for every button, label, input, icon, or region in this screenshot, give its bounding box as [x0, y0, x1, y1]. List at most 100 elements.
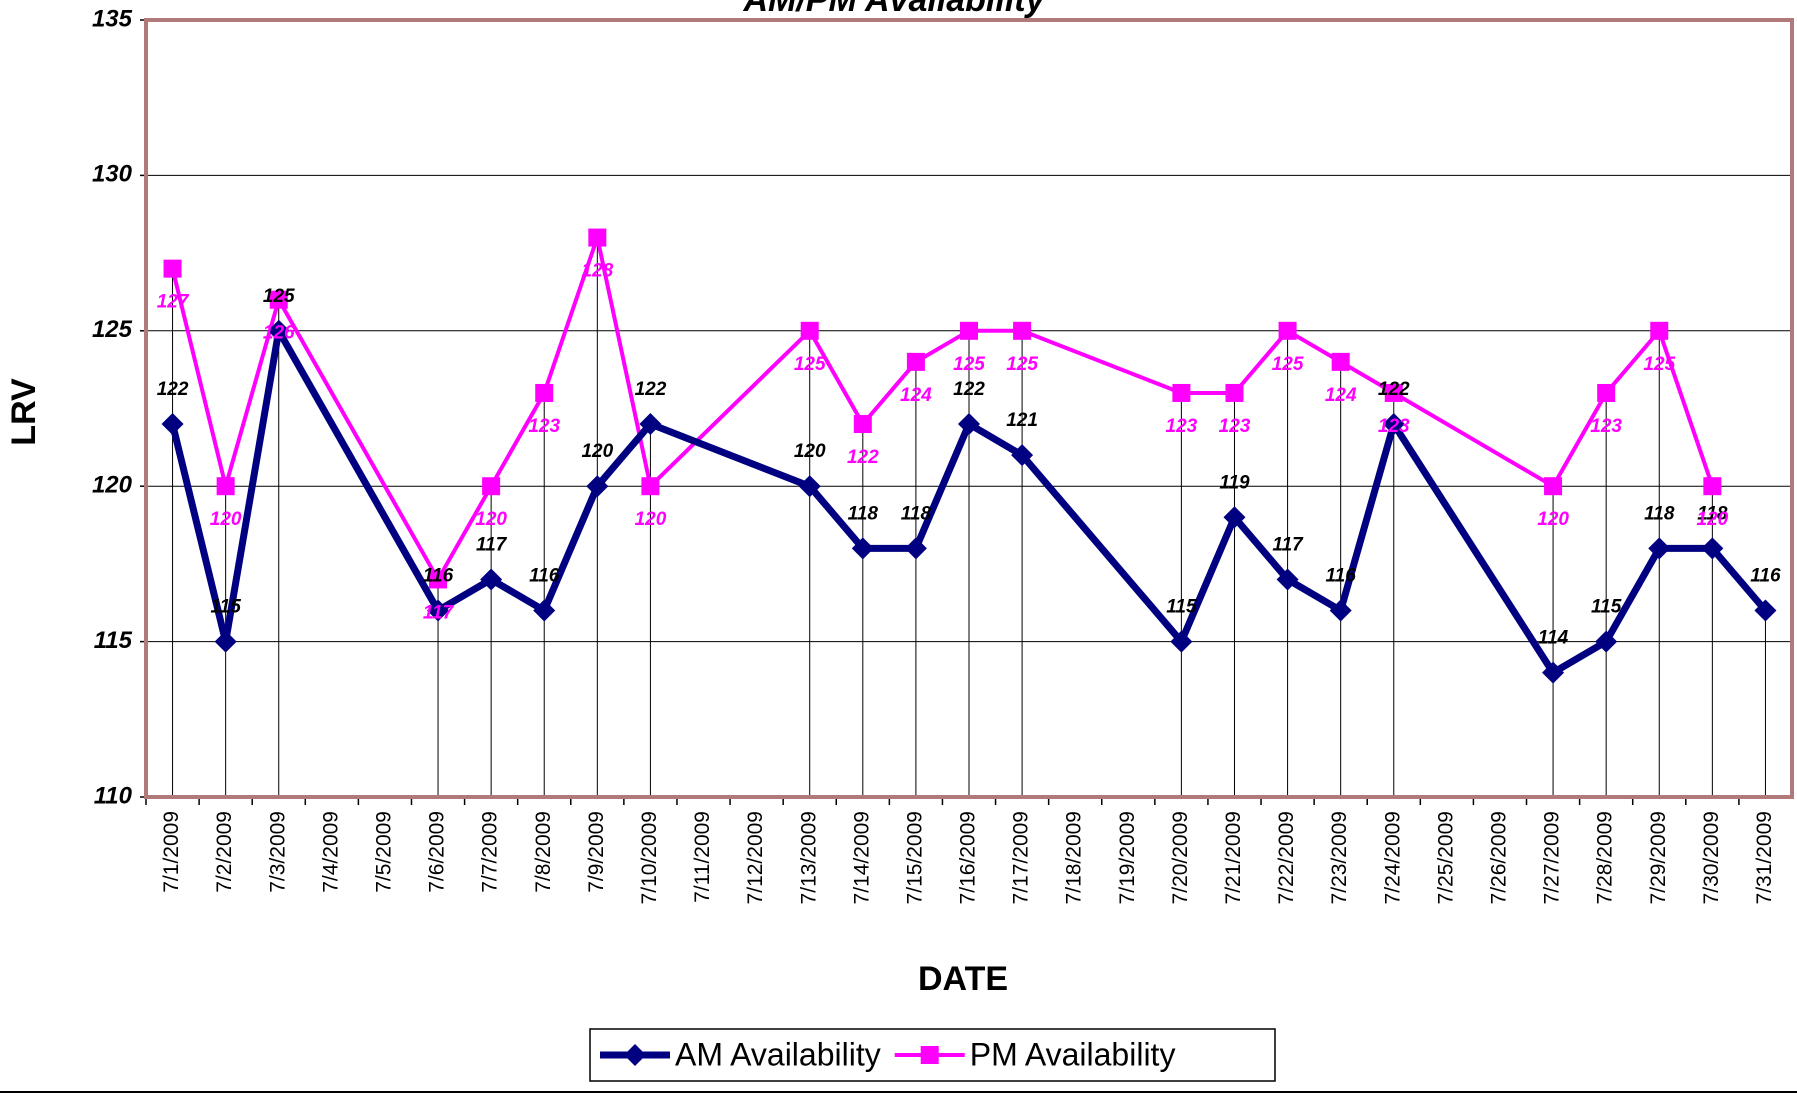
marker — [161, 413, 184, 436]
x-tick-label: 7/15/2009 — [903, 811, 926, 904]
series-line — [1232, 329, 1290, 395]
x-tick-label: 7/22/2009 — [1275, 811, 1298, 904]
marker — [163, 259, 182, 278]
data-label: 125 — [953, 354, 985, 375]
series-line — [1021, 328, 1183, 395]
legend-marker — [624, 1044, 646, 1066]
series-line — [861, 360, 918, 426]
marker — [1223, 506, 1246, 529]
marker — [800, 321, 819, 340]
y-tick-label: 110 — [94, 782, 133, 809]
series-line — [275, 329, 442, 613]
legend-label: PM Availability — [970, 1036, 1176, 1072]
x-tick-label: 7/24/2009 — [1381, 811, 1404, 904]
marker — [214, 630, 237, 653]
chart-title: AM/PM Availability — [742, 0, 1046, 19]
marker — [1544, 477, 1563, 496]
series-line — [1657, 330, 1715, 487]
y-tick-label: 135 — [92, 5, 133, 32]
marker — [1595, 630, 1618, 653]
marker — [958, 413, 980, 436]
marker — [586, 475, 609, 498]
data-label: 117 — [423, 602, 455, 623]
data-label: 125 — [1272, 354, 1304, 375]
series-line — [1603, 546, 1663, 644]
data-label: 116 — [529, 566, 560, 587]
data-label: 120 — [210, 509, 242, 530]
data-label: 125 — [1006, 354, 1038, 375]
marker — [1597, 383, 1616, 402]
data-label: 120 — [581, 441, 613, 462]
x-tick-label: 7/16/2009 — [957, 811, 980, 904]
x-tick-label: 7/4/2009 — [319, 811, 342, 893]
data-label: 120 — [635, 509, 667, 530]
series-line — [436, 485, 493, 581]
data-label: 114 — [1538, 628, 1569, 649]
series-line — [489, 576, 546, 614]
series-line — [1604, 329, 1661, 395]
y-tick-label: 115 — [94, 627, 133, 654]
marker — [1013, 321, 1032, 340]
series-line — [489, 391, 546, 488]
x-tick-label: 7/6/2009 — [426, 811, 449, 893]
marker — [1329, 599, 1352, 622]
series-line — [1709, 546, 1769, 613]
x-tick-label: 7/12/2009 — [744, 811, 767, 904]
marker — [1542, 661, 1565, 684]
series-line — [1551, 391, 1608, 488]
series-line — [649, 329, 812, 488]
x-tick-label: 7/17/2009 — [1010, 811, 1033, 904]
y-tick-label: 125 — [92, 316, 133, 343]
series-line — [807, 483, 866, 551]
data-label: 120 — [1537, 509, 1569, 530]
legend-label: AM Availability — [675, 1036, 881, 1072]
data-label: 116 — [423, 566, 454, 587]
data-label: 127 — [157, 292, 190, 313]
series-line — [595, 237, 653, 487]
legend: AM Availability PM Availability — [589, 1028, 1276, 1082]
data-label: 123 — [528, 416, 560, 437]
data-label: 120 — [794, 441, 826, 462]
x-tick-label: 7/18/2009 — [1063, 811, 1086, 904]
marker — [1384, 383, 1403, 402]
data-label: 117 — [1272, 534, 1304, 555]
x-tick-label: 7/29/2009 — [1647, 811, 1670, 904]
marker — [904, 537, 927, 560]
x-tick-label: 7/13/2009 — [797, 811, 820, 904]
x-tick-label: 7/20/2009 — [1169, 811, 1192, 904]
data-label: 118 — [1697, 503, 1728, 524]
marker — [533, 599, 556, 622]
series-line — [436, 576, 493, 614]
marker — [1754, 599, 1777, 622]
x-axis-title: DATE — [918, 960, 1008, 998]
data-label: 116 — [1750, 566, 1781, 587]
marker — [429, 570, 448, 589]
data-label: 124 — [1325, 385, 1357, 406]
plot-border — [144, 18, 1794, 799]
marker — [216, 477, 235, 496]
marker — [535, 383, 554, 402]
marker — [851, 537, 874, 560]
x-tick-label: 7/5/2009 — [372, 811, 395, 893]
data-label: 120 — [475, 509, 507, 530]
series-line — [1390, 422, 1557, 675]
marker — [1011, 444, 1034, 467]
x-tick-label: 7/28/2009 — [1594, 811, 1617, 904]
marker — [798, 475, 821, 498]
marker — [1278, 321, 1297, 340]
data-label: 123 — [1590, 416, 1622, 437]
series-line — [1285, 576, 1343, 614]
x-tick-label: 7/9/2009 — [585, 811, 608, 893]
series-line — [912, 422, 973, 550]
data-label: 115 — [210, 597, 241, 618]
series-line — [594, 421, 654, 489]
data-label: 118 — [848, 503, 879, 524]
series-line — [807, 329, 865, 426]
x-tick-label: 7/26/2009 — [1488, 811, 1511, 904]
marker — [1276, 568, 1299, 591]
x-tick-label: 7/30/2009 — [1700, 811, 1723, 904]
x-tick-label: 7/8/2009 — [532, 811, 555, 893]
x-tick-label: 7/3/2009 — [266, 811, 289, 893]
marker — [1170, 630, 1193, 653]
series-line — [1231, 515, 1291, 582]
